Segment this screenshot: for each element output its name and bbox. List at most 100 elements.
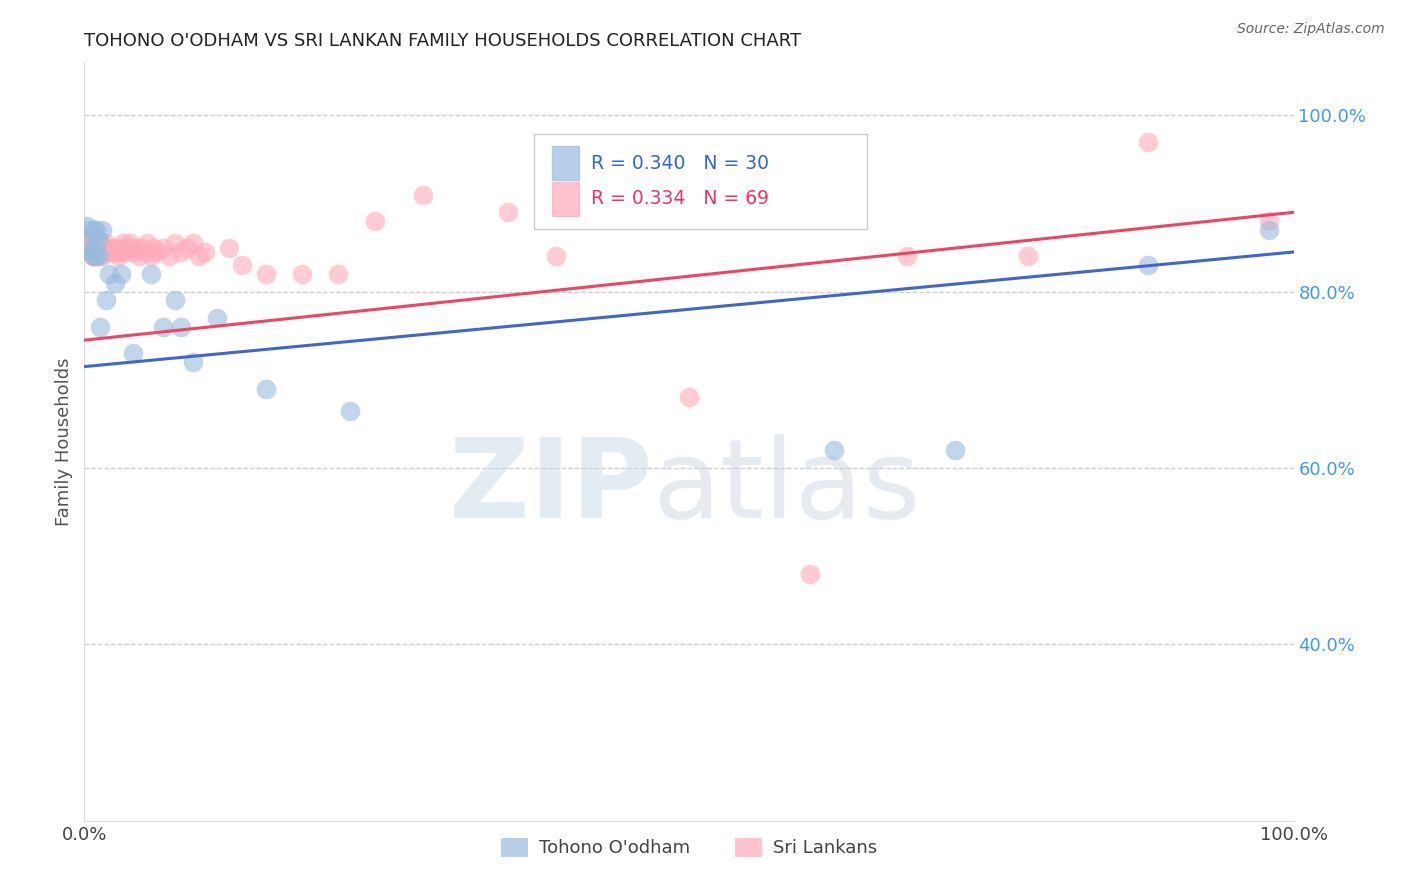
Point — [97, 245, 120, 260]
Point — [84, 236, 107, 251]
Point — [83, 236, 105, 251]
Point — [76, 232, 98, 246]
Point — [75, 241, 97, 255]
Point — [94, 236, 117, 251]
Point — [181, 236, 204, 251]
Point — [1137, 135, 1160, 149]
Point — [87, 236, 110, 251]
Text: R = 0.340   N = 30: R = 0.340 N = 30 — [591, 153, 769, 173]
Point — [544, 249, 567, 263]
Point — [181, 355, 204, 369]
Point — [91, 223, 114, 237]
Point — [105, 241, 128, 255]
Point — [328, 267, 350, 281]
Point — [93, 241, 115, 255]
Point — [207, 311, 229, 326]
Point — [86, 232, 108, 246]
Point — [83, 249, 105, 263]
Point — [1137, 258, 1160, 272]
Point — [170, 320, 193, 334]
Point — [291, 267, 314, 281]
Point — [94, 245, 117, 260]
Point — [97, 267, 120, 281]
Point — [165, 293, 187, 308]
Point — [79, 241, 101, 255]
Point — [77, 223, 100, 237]
Point — [86, 241, 108, 255]
Point — [131, 241, 153, 255]
Point — [254, 267, 277, 281]
Point — [91, 249, 114, 263]
Point — [117, 241, 139, 255]
Point — [124, 241, 146, 255]
Point — [231, 258, 253, 272]
Point — [110, 267, 132, 281]
Point — [104, 276, 127, 290]
Point — [84, 245, 107, 260]
Point — [104, 245, 127, 260]
Point — [82, 249, 104, 263]
Bar — [553, 182, 579, 216]
Point — [82, 236, 104, 251]
Point — [115, 245, 138, 260]
Point — [87, 249, 110, 263]
Point — [1258, 214, 1281, 228]
Point — [157, 249, 180, 263]
Point — [218, 241, 240, 255]
Point — [152, 320, 174, 334]
Point — [194, 245, 217, 260]
Point — [90, 245, 112, 260]
Point — [86, 236, 108, 251]
Point — [943, 443, 966, 458]
Point — [339, 403, 361, 417]
Point — [86, 245, 108, 260]
Point — [896, 249, 918, 263]
Text: R = 0.334   N = 69: R = 0.334 N = 69 — [591, 189, 769, 209]
Point — [823, 443, 845, 458]
Point — [143, 241, 166, 255]
Point — [146, 245, 169, 260]
Point — [128, 249, 150, 263]
Point — [112, 241, 135, 255]
Point — [86, 223, 108, 237]
Point — [79, 241, 101, 255]
Point — [188, 249, 211, 263]
Point — [139, 249, 162, 263]
Point — [79, 236, 101, 251]
Point — [84, 241, 107, 255]
Point — [86, 249, 108, 263]
Point — [96, 241, 118, 255]
Point — [121, 245, 143, 260]
Text: TOHONO O'ODHAM VS SRI LANKAN FAMILY HOUSEHOLDS CORRELATION CHART: TOHONO O'ODHAM VS SRI LANKAN FAMILY HOUS… — [84, 32, 801, 50]
Point — [87, 245, 110, 260]
Point — [496, 205, 519, 219]
Point — [80, 232, 103, 246]
Point — [76, 219, 98, 233]
Point — [121, 346, 143, 360]
Point — [107, 249, 129, 263]
Text: ZIP: ZIP — [450, 434, 652, 541]
Point — [89, 320, 111, 334]
Point — [1017, 249, 1039, 263]
Text: Source: ZipAtlas.com: Source: ZipAtlas.com — [1237, 22, 1385, 37]
Point — [112, 236, 135, 251]
Point — [139, 267, 162, 281]
Point — [77, 232, 100, 246]
Point — [799, 566, 821, 581]
Point — [82, 249, 104, 263]
Point — [363, 214, 385, 228]
FancyBboxPatch shape — [534, 135, 866, 229]
Point — [80, 245, 103, 260]
Point — [86, 249, 108, 263]
Point — [165, 236, 187, 251]
Point — [152, 241, 174, 255]
Point — [94, 293, 117, 308]
Point — [412, 187, 434, 202]
Point — [83, 223, 105, 237]
Bar — [553, 146, 579, 180]
Point — [678, 391, 700, 405]
Text: atlas: atlas — [652, 434, 921, 541]
Point — [134, 245, 156, 260]
Point — [100, 241, 122, 255]
Point — [254, 382, 277, 396]
